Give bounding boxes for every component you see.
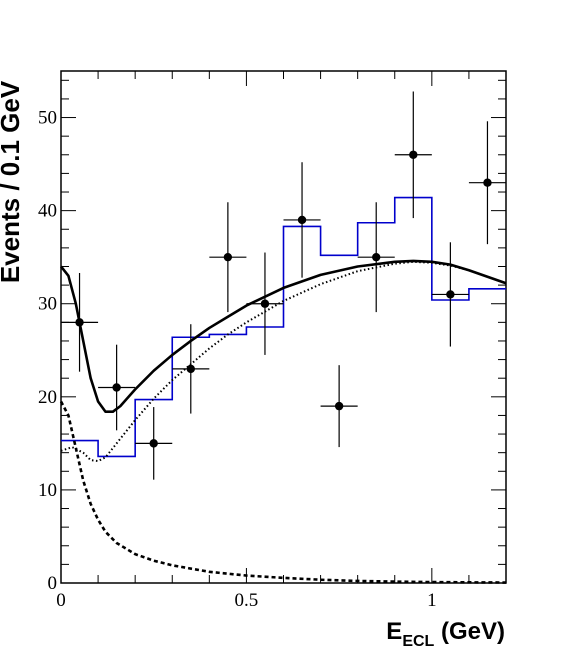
data-marker: [112, 383, 121, 392]
x-axis-label-main: E: [386, 618, 402, 645]
x-axis: 0 0.5 1: [56, 71, 507, 611]
data-marker: [446, 290, 455, 299]
data-marker: [75, 318, 84, 327]
y-tick-label: 20: [38, 387, 57, 408]
data-point: [468, 121, 506, 245]
data-point: [320, 365, 358, 448]
y-tick-label: 0: [48, 573, 58, 594]
x-axis-label-unit: (GeV): [434, 618, 505, 645]
y-tick-label: 50: [38, 108, 57, 129]
data-point: [61, 273, 99, 372]
data-marker: [334, 401, 344, 411]
data-marker: [483, 178, 492, 187]
data-marker: [297, 215, 307, 225]
y-tick-label: 30: [38, 294, 57, 315]
fit-curves: [59, 259, 507, 584]
x-axis-label-subscript: ECL: [402, 633, 434, 650]
fit-curve-dotted: [60, 260, 507, 463]
data-point: [246, 252, 284, 355]
data-point: [172, 324, 210, 414]
x-tick-label: 0: [56, 590, 66, 611]
y-axis-label: Events / 0.1 GeV: [0, 80, 25, 283]
data-point: [209, 202, 247, 313]
y-tick-label: 10: [38, 480, 57, 501]
x-tick-label: 0.5: [235, 590, 259, 611]
data-point: [135, 407, 173, 480]
data-point: [98, 344, 136, 431]
data-marker: [372, 252, 381, 262]
x-tick-label: 1: [427, 590, 437, 611]
data-point: [394, 91, 432, 219]
y-axis: 0 10 20 30 40 50: [38, 79, 506, 594]
mc-histogram: [61, 196, 506, 458]
fit-curve-dashed: [59, 400, 507, 584]
x-axis-label: EECL (GeV): [386, 618, 505, 650]
data-marker: [260, 299, 270, 308]
data-marker: [409, 150, 418, 159]
data-point: [431, 242, 469, 347]
data-marker: [186, 364, 195, 374]
data-marker: [149, 439, 158, 448]
data-points: [61, 91, 506, 480]
data-marker: [223, 252, 233, 262]
data-point: [283, 162, 321, 278]
data-point: [357, 202, 395, 313]
histogram-step: [61, 196, 506, 458]
y-tick-label: 40: [38, 201, 57, 222]
